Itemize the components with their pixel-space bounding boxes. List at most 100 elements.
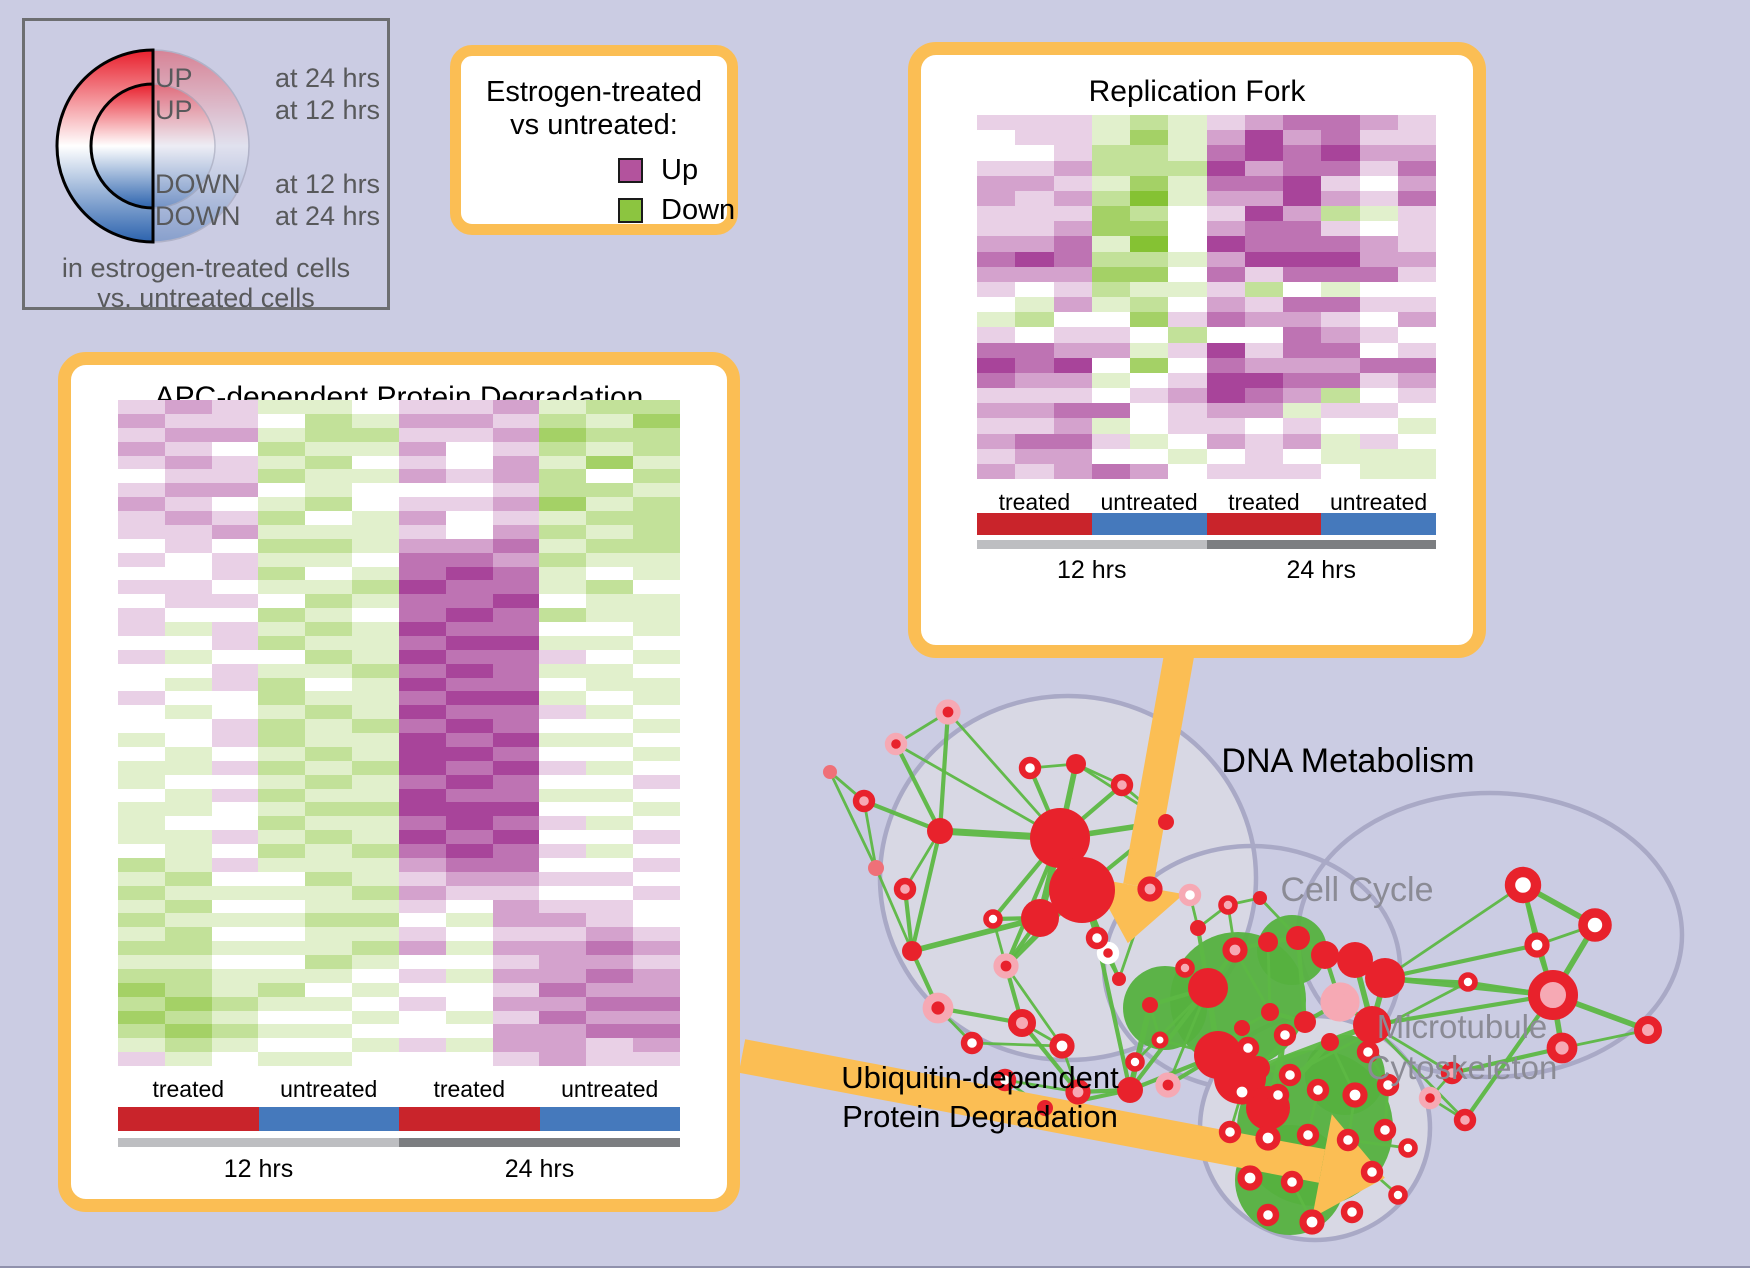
heatmap-cell	[586, 427, 634, 442]
heatmap-cell	[492, 441, 540, 456]
heatmap-cell	[977, 266, 1016, 282]
heatmap-cell	[539, 844, 587, 858]
heatmap-cell	[633, 871, 680, 886]
network-edge	[909, 915, 1043, 954]
heatmap-cell	[1053, 190, 1092, 207]
heatmap-cell	[1359, 160, 1398, 176]
heatmap-cell	[118, 996, 165, 1011]
heatmap-cell	[445, 968, 493, 983]
gene-node	[823, 765, 837, 779]
gene-node	[1336, 1128, 1360, 1152]
heatmap-cell	[1244, 327, 1283, 343]
heatmap-cell	[164, 982, 212, 997]
heatmap-cell	[352, 538, 399, 553]
heatmap-cell	[352, 483, 399, 498]
heatmap-cell	[211, 524, 259, 539]
heatmap-cell	[118, 802, 165, 817]
heatmap-cell	[398, 913, 446, 928]
gene-node	[1376, 1073, 1400, 1097]
heatmap-cell	[211, 927, 259, 942]
ring-legend-direction: UP	[155, 63, 193, 93]
heatmap-cell	[633, 622, 680, 636]
heatmap-cell	[492, 996, 540, 1011]
heatmap-cell	[1359, 297, 1398, 313]
heatmap-row	[118, 1024, 680, 1039]
heatmap-row	[118, 830, 680, 844]
heatmap-cell	[305, 968, 353, 983]
heatmap-cell	[1015, 236, 1054, 252]
heatmap-cell	[352, 1052, 399, 1066]
heatmap-cell	[211, 691, 259, 706]
heatmap-cell	[539, 455, 587, 470]
heatmap-cell	[539, 1010, 587, 1025]
heatmap-cell	[211, 608, 259, 622]
heatmap-cell	[211, 455, 259, 470]
heatmap-cell	[586, 871, 634, 886]
heatmap-row	[977, 357, 1436, 373]
gene-node	[1190, 920, 1206, 936]
heatmap-cell	[1283, 403, 1322, 419]
group-label: untreated	[561, 1076, 659, 1102]
heatmap-cell	[398, 691, 446, 706]
network-edge	[1004, 964, 1064, 1048]
heatmap-cell	[1283, 160, 1322, 176]
gene-node	[1253, 891, 1267, 905]
heatmap-cell	[1168, 266, 1207, 282]
gene-node	[1236, 1036, 1260, 1060]
heatmap-cell	[211, 968, 259, 983]
heatmap-cell	[211, 1024, 259, 1039]
heatmap-cell	[445, 774, 493, 789]
time-label: 24 hrs	[504, 1155, 575, 1183]
heatmap-cell	[633, 497, 680, 511]
heatmap-cell	[633, 996, 680, 1011]
heatmap-cell	[352, 816, 399, 831]
heatmap-cell	[1053, 236, 1092, 252]
heatmap-cell	[164, 580, 212, 595]
heatmap-cell	[445, 927, 493, 942]
heatmap-cell	[445, 733, 493, 747]
heatmap-cell	[1397, 357, 1436, 373]
heatmap-cell	[1130, 190, 1169, 207]
heatmap-cell	[492, 760, 540, 775]
heatmap-cell	[305, 608, 353, 622]
heatmap-row	[977, 463, 1436, 480]
heatmap-cell	[258, 524, 306, 539]
heatmap-cell	[1168, 175, 1207, 191]
heatmap-cell	[1359, 206, 1398, 222]
gene-node	[1255, 1125, 1281, 1151]
heatmap-cell	[1359, 448, 1398, 464]
heatmap-cell	[1130, 115, 1169, 131]
heatmap-cell	[164, 400, 212, 414]
heatmap-cell	[1244, 312, 1283, 328]
heatmap-cell	[586, 857, 634, 872]
heatmap-cell	[539, 1038, 587, 1053]
heatmap-cell	[305, 913, 353, 928]
heatmap-row	[977, 448, 1436, 464]
heatmap-cell	[586, 719, 634, 733]
heatmap-cell	[211, 594, 259, 609]
heatmap-cell	[633, 649, 680, 664]
heatmap-cell	[258, 705, 306, 720]
heatmap-cell	[211, 885, 259, 900]
heatmap-row	[118, 427, 680, 442]
heatmap-cell	[445, 816, 493, 831]
heatmap-cell	[1283, 448, 1322, 464]
heatmap-cell	[586, 649, 634, 664]
heatmap-cell	[211, 580, 259, 595]
heatmap-cell	[586, 830, 634, 844]
heatmap-cell	[398, 400, 446, 414]
heatmap-cell	[1321, 327, 1360, 343]
heatmap-cell	[164, 594, 212, 609]
heatmap-cell	[445, 400, 493, 414]
heatmap-cell	[118, 955, 165, 969]
heatmap-cell	[633, 552, 680, 567]
heatmap-row	[118, 594, 680, 609]
heatmap-cell	[445, 441, 493, 456]
gene-node	[1353, 1006, 1391, 1044]
heatmap-cell	[445, 746, 493, 761]
heatmap-cell	[1283, 221, 1322, 237]
heatmap-cell	[164, 663, 212, 678]
heatmap-cell	[539, 802, 587, 817]
heatmap-cell	[492, 844, 540, 858]
heatmap-cell	[977, 190, 1016, 207]
